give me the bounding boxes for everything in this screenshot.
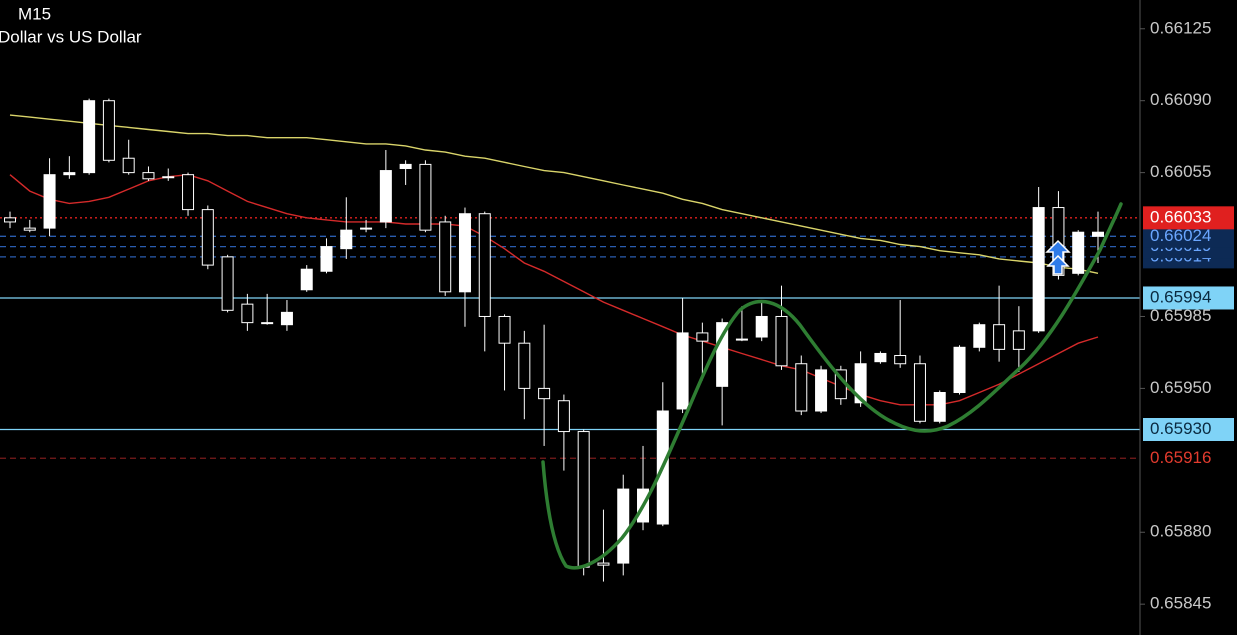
price-level-label-bg <box>1143 224 1234 248</box>
candle-body <box>993 324 1006 350</box>
candle-body <box>557 400 570 433</box>
candle-body <box>162 176 175 179</box>
candle-body <box>63 172 76 176</box>
price-level-label-bg <box>1143 417 1234 441</box>
candle-body <box>913 363 926 422</box>
candle-body <box>261 322 274 325</box>
candle-body <box>122 157 135 174</box>
candle-body <box>894 355 907 365</box>
candle-body <box>241 303 254 324</box>
candle-body <box>182 174 195 211</box>
price-level-label: 0.66033 <box>1150 207 1211 226</box>
y-tick-label: 0.66055 <box>1150 162 1211 181</box>
candle-body <box>478 213 491 317</box>
y-tick-label: 0.66125 <box>1150 18 1211 37</box>
candle-body <box>498 315 511 344</box>
candle-body <box>201 209 214 266</box>
candle-body <box>300 268 313 291</box>
price-level-label-bg <box>1143 206 1234 230</box>
candle-body <box>795 363 808 412</box>
candle-body <box>419 163 432 231</box>
candle-body <box>1092 231 1104 237</box>
buy-arrows <box>1045 239 1071 275</box>
candle-body <box>399 163 412 170</box>
price-axis: 0.66125 0.66090 0.66055 0.65985 0.65950 0.658… <box>1140 18 1211 613</box>
level-labels: 0.660140.660190.660240.660330.659940.659… <box>1143 206 1234 467</box>
candle-body <box>676 332 689 410</box>
candle-body <box>221 256 234 311</box>
candle-body <box>360 227 373 230</box>
price-level-label: 0.65930 <box>1150 419 1211 438</box>
y-tick-label: 0.65880 <box>1150 522 1211 541</box>
candle-body <box>340 229 353 250</box>
chart-subtitle: Dollar vs US Dollar <box>0 27 142 46</box>
hand-drawn-curve <box>541 202 1123 570</box>
y-tick-label: 0.66090 <box>1150 90 1211 109</box>
candle-body <box>43 174 56 229</box>
candle-body <box>4 217 16 223</box>
candle-body <box>755 315 768 338</box>
candle-body <box>1012 330 1025 350</box>
candle-body <box>815 369 828 412</box>
candle-body <box>933 392 946 422</box>
moving-average-line <box>9 114 1099 274</box>
levels-layer <box>0 217 1140 459</box>
y-tick-label: 0.65985 <box>1150 306 1211 325</box>
candle-body <box>1032 207 1045 332</box>
candle-body <box>973 324 986 348</box>
candle-body <box>23 227 36 231</box>
candle-body <box>102 100 115 161</box>
price-level-label: 0.65994 <box>1150 287 1211 306</box>
price-level-label: 0.66024 <box>1150 226 1211 245</box>
candle-body <box>320 246 333 272</box>
price-level-label-bg <box>1143 286 1234 310</box>
y-tick-label: 0.65845 <box>1150 594 1211 613</box>
buy-arrow <box>1046 254 1070 275</box>
candle-body <box>518 342 531 389</box>
candle-body <box>617 488 630 564</box>
candle-body <box>735 338 748 341</box>
candle-body <box>1072 231 1085 274</box>
candle-body <box>775 315 788 367</box>
y-tick-label: 0.65950 <box>1150 378 1211 397</box>
candle-body <box>597 562 610 566</box>
candle-body <box>716 322 729 387</box>
chart-title: M15 <box>18 4 51 23</box>
candle-body <box>953 346 966 394</box>
candle-body <box>458 213 471 293</box>
candle-body <box>83 100 96 174</box>
candle-body <box>280 311 293 326</box>
candle-body <box>142 172 155 180</box>
price-level-label: 0.65916 <box>1150 448 1211 467</box>
candle-body <box>696 332 709 342</box>
candle-body <box>874 352 887 363</box>
candle-body <box>439 221 452 293</box>
candle-body <box>854 363 867 404</box>
candle-body <box>538 387 551 400</box>
candle-body <box>379 170 392 223</box>
candle-body <box>577 431 590 568</box>
